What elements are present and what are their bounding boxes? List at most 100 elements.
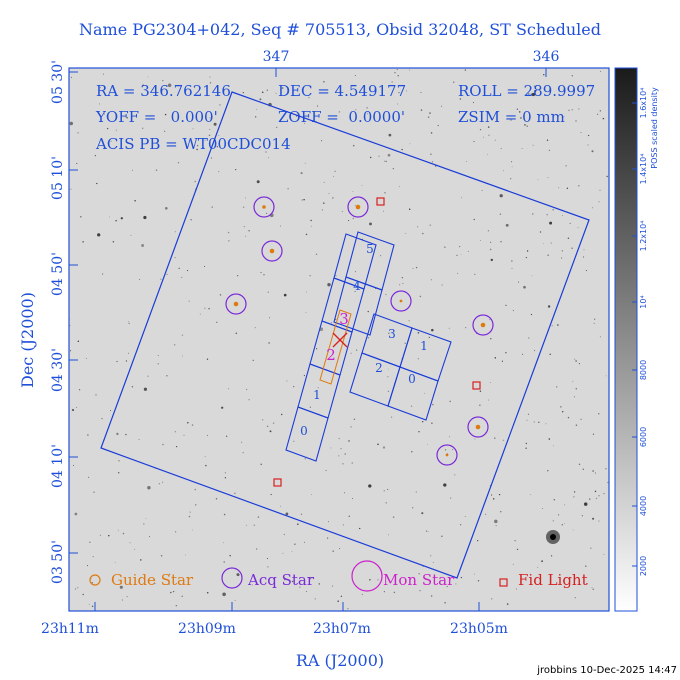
background-star bbox=[417, 358, 419, 360]
background-star bbox=[534, 90, 537, 93]
background-star bbox=[481, 189, 483, 191]
background-star bbox=[521, 148, 523, 150]
background-star bbox=[157, 354, 159, 356]
background-star bbox=[575, 387, 578, 390]
background-star bbox=[352, 217, 355, 220]
background-star bbox=[337, 600, 339, 602]
background-star bbox=[444, 602, 446, 604]
background-star bbox=[369, 156, 372, 159]
background-star bbox=[511, 260, 513, 262]
background-star bbox=[227, 231, 230, 234]
background-star bbox=[598, 201, 600, 203]
background-star bbox=[266, 212, 268, 214]
background-star bbox=[533, 421, 535, 423]
background-star bbox=[342, 524, 344, 526]
background-star bbox=[143, 215, 147, 220]
background-star bbox=[422, 232, 424, 235]
background-star bbox=[245, 235, 246, 237]
background-star bbox=[533, 85, 535, 87]
background-star bbox=[541, 560, 543, 563]
background-star bbox=[323, 202, 325, 204]
background-star bbox=[528, 337, 530, 339]
background-star bbox=[431, 328, 434, 332]
background-star bbox=[598, 413, 600, 415]
background-star bbox=[429, 224, 432, 226]
background-star bbox=[551, 113, 553, 116]
background-star bbox=[391, 416, 393, 418]
background-star bbox=[574, 597, 576, 599]
background-star bbox=[99, 103, 101, 105]
background-star bbox=[472, 101, 475, 104]
background-star bbox=[219, 294, 222, 296]
background-star bbox=[330, 322, 332, 324]
background-star bbox=[534, 350, 536, 352]
background-star bbox=[86, 565, 89, 567]
x-tick-label: 23h07m bbox=[313, 621, 371, 637]
colorbar bbox=[614, 67, 638, 612]
background-star bbox=[190, 219, 192, 221]
background-star bbox=[417, 332, 420, 334]
background-star bbox=[272, 422, 275, 424]
background-star bbox=[303, 122, 306, 125]
background-star bbox=[378, 155, 380, 157]
background-star bbox=[188, 300, 190, 302]
background-star bbox=[256, 108, 257, 110]
background-star bbox=[561, 257, 563, 259]
background-star bbox=[479, 404, 481, 406]
background-star bbox=[332, 550, 334, 552]
background-star bbox=[157, 362, 160, 365]
background-star bbox=[367, 337, 370, 339]
background-star bbox=[310, 577, 312, 579]
background-star bbox=[110, 140, 112, 142]
background-star bbox=[398, 91, 400, 94]
background-star bbox=[128, 321, 130, 323]
background-star bbox=[498, 493, 501, 496]
background-star bbox=[603, 492, 605, 495]
background-star bbox=[158, 483, 160, 485]
background-star bbox=[388, 534, 389, 536]
background-star bbox=[251, 584, 253, 586]
background-star bbox=[489, 382, 491, 383]
background-star bbox=[145, 518, 147, 519]
background-star bbox=[530, 494, 532, 495]
background-star bbox=[100, 87, 101, 89]
background-star bbox=[432, 403, 434, 406]
background-star bbox=[598, 495, 600, 497]
background-star bbox=[427, 531, 429, 532]
background-star bbox=[108, 534, 110, 537]
background-star bbox=[552, 209, 554, 211]
background-star bbox=[518, 281, 520, 283]
background-star bbox=[210, 157, 213, 159]
background-star bbox=[134, 199, 136, 202]
background-star bbox=[305, 312, 307, 313]
background-star bbox=[218, 171, 220, 173]
background-star bbox=[147, 375, 149, 377]
background-star bbox=[444, 246, 446, 248]
background-star bbox=[106, 127, 109, 130]
background-star bbox=[366, 107, 368, 109]
background-star bbox=[516, 108, 519, 110]
background-star bbox=[502, 439, 505, 442]
background-star bbox=[595, 497, 598, 500]
background-star bbox=[222, 592, 226, 597]
background-star bbox=[279, 225, 281, 227]
background-star bbox=[327, 283, 331, 287]
background-star bbox=[334, 170, 336, 172]
background-star bbox=[175, 445, 178, 448]
legend-guide-icon bbox=[89, 574, 101, 586]
ccd-label: 1 bbox=[313, 388, 321, 402]
background-star bbox=[131, 386, 134, 388]
background-star bbox=[223, 561, 225, 563]
background-star bbox=[606, 175, 608, 178]
background-star bbox=[181, 355, 183, 357]
background-star bbox=[556, 386, 558, 388]
background-star bbox=[265, 151, 267, 153]
info-dec: DEC = 4.549177 bbox=[278, 82, 406, 100]
background-star bbox=[505, 223, 509, 227]
background-star bbox=[243, 226, 245, 228]
background-star bbox=[430, 132, 433, 134]
background-star bbox=[112, 240, 115, 243]
background-star bbox=[428, 336, 430, 338]
background-star bbox=[279, 505, 281, 507]
background-star bbox=[309, 275, 311, 277]
